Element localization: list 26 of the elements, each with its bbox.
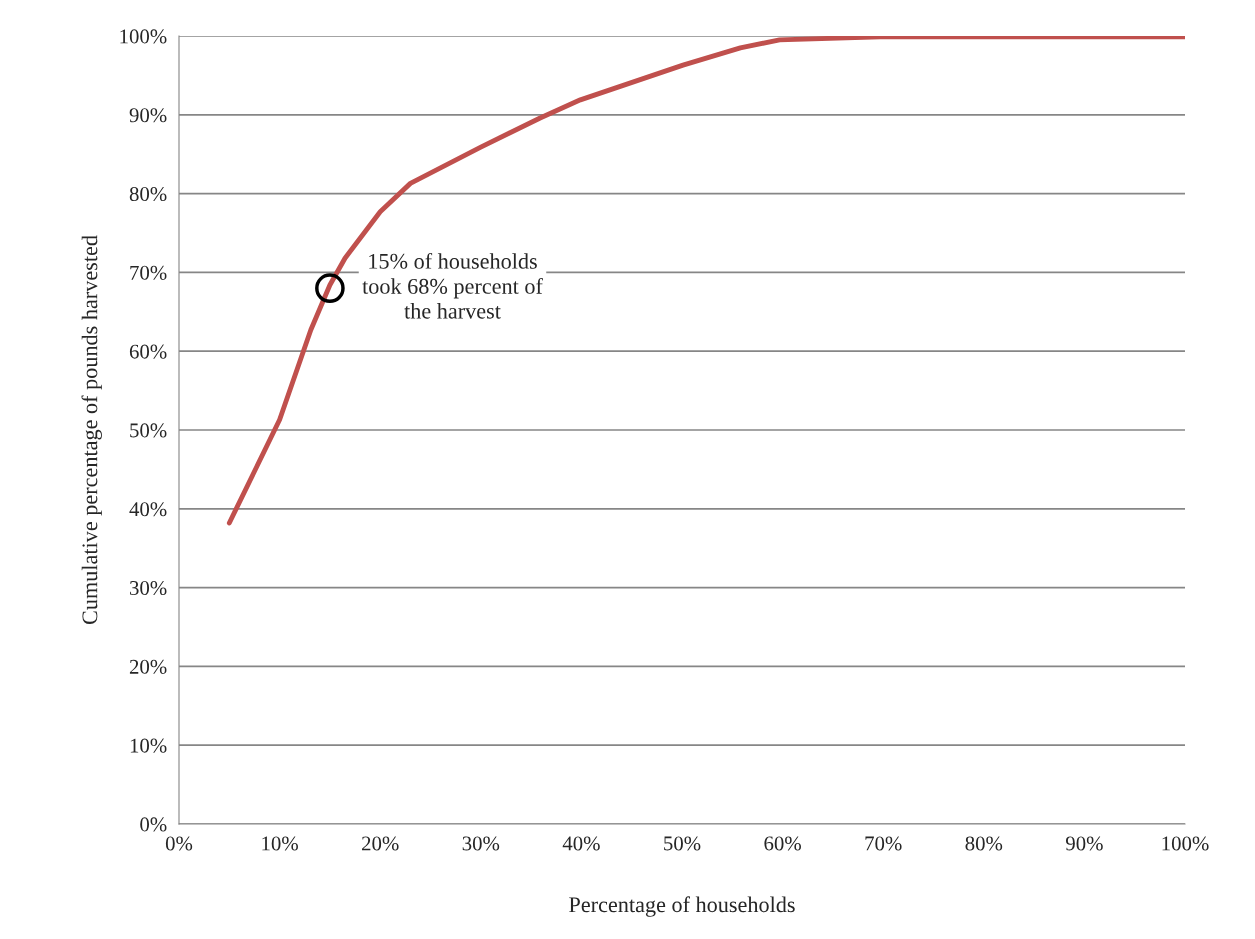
y-tick-label: 100% [120, 29, 167, 44]
x-tick-label: 100% [1162, 836, 1209, 851]
y-tick-label: 0% [140, 817, 167, 832]
x-axis-title: Percentage of households [569, 896, 795, 917]
x-tick-label: 50% [664, 836, 701, 851]
x-tick-label: 30% [462, 836, 500, 851]
y-tick-label: 10% [130, 738, 167, 753]
y-tick-label: 80% [129, 186, 167, 202]
x-tick-label: 70% [865, 836, 902, 851]
y-tick-label: 40% [129, 502, 167, 517]
y-tick-label: 60% [129, 344, 167, 359]
x-tick-label: 40% [562, 836, 600, 851]
y-tick-label: 50% [130, 423, 167, 438]
x-tick-label: 90% [1065, 836, 1103, 851]
annotation: 15% of households took 68% percent of the harvest [362, 252, 543, 319]
x-tick-label: 10% [262, 836, 298, 851]
y-tick-label: 20% [129, 659, 167, 674]
x-tick-label: 60% [764, 836, 801, 851]
y-axis-title: Cumulative percentage of pounds harvested [81, 235, 102, 625]
x-tick-label: 80% [965, 836, 1003, 851]
x-tick-label: 20% [362, 836, 399, 851]
y-tick-label: 70% [130, 265, 167, 280]
x-tick-label: 0% [165, 836, 193, 851]
y-tick-label: 30% [130, 580, 167, 596]
y-tick-label: 90% [129, 108, 167, 123]
line-series [226, 36, 1185, 526]
